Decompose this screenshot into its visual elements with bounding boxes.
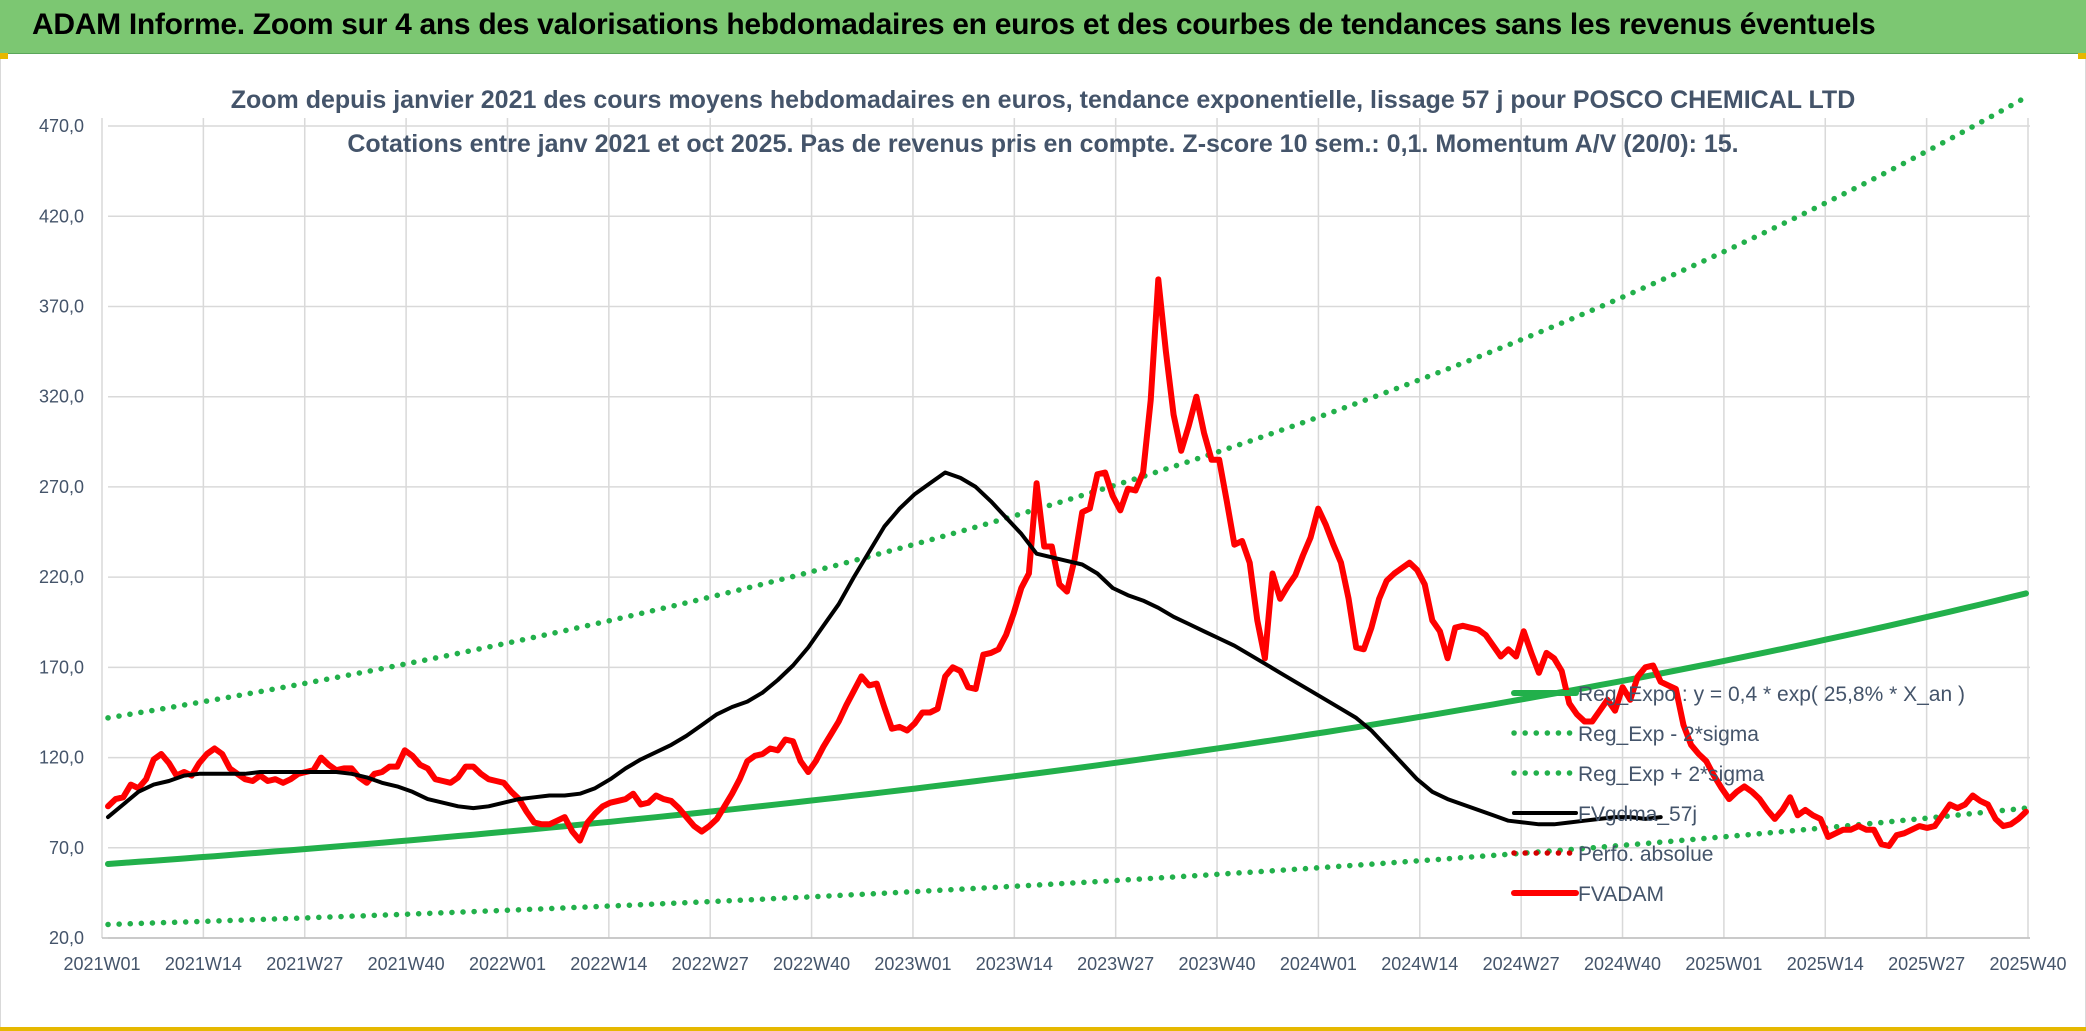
x-tick-label: 2022W27 [672,954,749,974]
y-axis: 20,0 70,0 120,0 170,0 220,0 270,0 320,0 370,0 42… [39,116,84,948]
x-tick-label: 2021W40 [368,954,445,974]
y-tick-label: 70,0 [49,838,84,858]
x-tick-label: 2023W40 [1179,954,1256,974]
y-tick-label: 420,0 [39,206,84,226]
x-tick-label: 2024W01 [1280,954,1357,974]
x-tick-label: 2022W01 [469,954,546,974]
legend-label: Reg_Exp - 2*sigma [1578,723,1759,746]
y-tick-label: 320,0 [39,387,84,407]
x-tick-label: 2021W14 [165,954,242,974]
y-tick-label: 170,0 [39,657,84,677]
frame-corner-right [2078,53,2086,59]
series-reg-expo-y-0-4-exp-25-8-x-an [105,590,2029,867]
series-fvgdma-57j [106,470,1663,827]
legend-label: FVgdma_57j [1578,803,1697,826]
x-tick-label: 2024W27 [1483,954,1560,974]
y-tick-label: 470,0 [39,116,84,136]
y-tick-label: 20,0 [49,928,84,948]
x-tick-label: 2025W01 [1685,954,1762,974]
x-tick-label: 2022W40 [773,954,850,974]
x-tick-label: 2025W14 [1787,954,1864,974]
x-tick-label: 2023W14 [976,954,1053,974]
x-tick-label: 2025W27 [1888,954,1965,974]
x-tick-label: 2021W01 [63,954,140,974]
y-tick-label: 370,0 [39,296,84,316]
chart-title: Zoom depuis janvier 2021 des cours moyen… [231,86,1856,114]
y-tick-label: 120,0 [39,748,84,768]
x-tick-label: 2023W01 [874,954,951,974]
bottom-border [0,1027,2086,1031]
report-title: ADAM Informe. Zoom sur 4 ans des valoris… [32,8,1876,41]
x-tick-label: 2025W40 [1989,954,2066,974]
x-tick-label: 2022W14 [570,954,647,974]
chart-grid [101,118,2030,939]
legend-label: Reg_Expo : y = 0,4 * exp( 25,8% * X_an ) [1578,683,1965,706]
series-layer [105,94,2029,928]
x-tick-label: 2024W14 [1381,954,1458,974]
chart-subtitle: Cotations entre janv 2021 et oct 2025. P… [347,130,1738,158]
series-reg-exp-2-sigma [105,94,2029,721]
legend-label: FVADAM [1578,883,1664,906]
series-reg-exp-2-sigma [105,805,2029,928]
y-tick-label: 270,0 [39,477,84,497]
x-tick-label: 2021W27 [266,954,343,974]
x-axis: 2021W01 2021W14 2021W27 2021W40 2022W01 2022W… [63,954,2066,974]
frame-corner-left [0,53,8,59]
report-banner: ADAM Informe. Zoom sur 4 ans des valoris… [0,0,2086,54]
series-fvadam [105,276,2029,849]
legend-label: Reg_Exp + 2*sigma [1578,763,1765,786]
x-tick-label: 2024W40 [1584,954,1661,974]
legend-label: Perfo. absolue [1578,843,1713,866]
x-tick-label: 2023W27 [1077,954,1154,974]
y-tick-label: 220,0 [39,567,84,587]
legend: Reg_Expo : y = 0,4 * exp( 25,8% * X_an )… [1511,683,1965,906]
